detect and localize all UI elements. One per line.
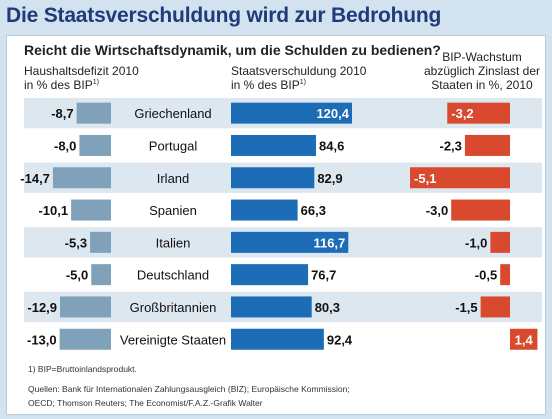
deficit-bar xyxy=(59,328,111,350)
country-label: Portugal xyxy=(149,138,198,153)
growth-bar xyxy=(447,102,510,124)
growth-value-label: -3,0 xyxy=(426,203,448,218)
growth-header-line1: BIP-Wachstum xyxy=(442,50,522,64)
debt-value-label: 116,7 xyxy=(313,235,345,250)
country-label: Vereinigte Staaten xyxy=(120,332,226,347)
growth-column-header: BIP-Wachstum abzüglich Zinslast der Staa… xyxy=(423,50,541,92)
debt-header-line1: Staatsverschuldung 2010 xyxy=(231,64,367,78)
growth-value-label: -3,2 xyxy=(451,106,473,121)
growth-bar xyxy=(480,296,510,318)
country-label: Griechenland xyxy=(134,106,211,121)
deficit-header-line2: in % des BIP1) xyxy=(24,78,139,92)
debt-bar xyxy=(231,102,353,124)
deficit-bar xyxy=(71,199,111,221)
debt-value-label: 66,3 xyxy=(301,203,326,218)
debt-header-footnote-mark: 1) xyxy=(299,79,306,86)
deficit-value-label: -5,3 xyxy=(65,235,87,250)
growth-bar xyxy=(451,199,510,221)
debt-bar xyxy=(231,134,317,156)
growth-header-line2: abzüglich Zinslast der xyxy=(423,64,541,78)
debt-bar xyxy=(231,167,315,189)
debt-bar xyxy=(231,328,324,350)
deficit-header-unit: in % des BIP xyxy=(24,78,93,92)
debt-header-line2: in % des BIP1) xyxy=(231,78,366,92)
footnote: 1) BIP=Bruttoinlandsprodukt. xyxy=(28,364,137,374)
deficit-column-header: Haushaltsdefizit 2010 in % des BIP1) xyxy=(24,64,139,92)
growth-value-label: -5,1 xyxy=(414,171,436,186)
country-label: Irland xyxy=(157,171,190,186)
deficit-value-label: -12,9 xyxy=(27,300,57,315)
growth-value-label: -2,3 xyxy=(440,138,462,153)
sources-note: Quellen: Bank für Internationalen Zahlun… xyxy=(28,384,350,408)
deficit-value-label: -14,7 xyxy=(20,171,50,186)
deficit-header-footnote-mark: 1) xyxy=(92,79,99,86)
debt-bar xyxy=(231,199,298,221)
debt-value-label: 84,6 xyxy=(319,138,344,153)
growth-value-label: -1,0 xyxy=(465,235,487,250)
country-label: Spanien xyxy=(149,203,197,218)
chart-title: Die Staatsverschuldung wird zur Bedrohun… xyxy=(6,4,442,27)
debt-bar xyxy=(231,264,309,286)
deficit-value-label: -8,7 xyxy=(51,106,73,121)
country-label: Deutschland xyxy=(137,268,209,283)
deficit-bar xyxy=(52,167,111,189)
chart-subtitle: Reicht die Wirtschaftsdynamik, um die Sc… xyxy=(24,42,441,58)
deficit-value-label: -8,0 xyxy=(54,138,76,153)
debt-value-label: 92,4 xyxy=(327,332,353,347)
growth-bar xyxy=(410,167,510,189)
deficit-value-label: -10,1 xyxy=(38,203,68,218)
deficit-bar xyxy=(79,134,111,156)
growth-bar xyxy=(510,328,538,350)
debt-bar xyxy=(231,296,312,318)
deficit-bar xyxy=(91,264,111,286)
growth-value-label: -1,5 xyxy=(455,300,477,315)
growth-bar xyxy=(464,134,510,156)
country-label: Italien xyxy=(156,235,191,250)
deficit-value-label: -5,0 xyxy=(66,268,88,283)
deficit-bar xyxy=(60,296,111,318)
growth-bar xyxy=(500,264,510,286)
deficit-value-label: -13,0 xyxy=(27,332,57,347)
growth-value-label: 1,4 xyxy=(515,332,534,347)
country-label: Großbritannien xyxy=(130,300,217,315)
debt-header-unit: in % des BIP xyxy=(231,78,300,92)
debt-bar xyxy=(231,231,349,253)
growth-value-label: -0,5 xyxy=(475,268,497,283)
growth-bar xyxy=(490,231,510,253)
debt-value-label: 76,7 xyxy=(311,268,336,283)
debt-value-label: 120,4 xyxy=(316,106,349,121)
debt-value-label: 80,3 xyxy=(315,300,340,315)
deficit-bar xyxy=(90,231,111,253)
deficit-header-line1: Haushaltsdefizit 2010 xyxy=(24,64,139,78)
deficit-bar xyxy=(76,102,111,124)
debt-column-header: Staatsverschuldung 2010 in % des BIP1) xyxy=(231,64,366,92)
debt-value-label: 82,9 xyxy=(317,171,342,186)
growth-header-line3: Staaten in %, 2010 xyxy=(431,78,533,92)
